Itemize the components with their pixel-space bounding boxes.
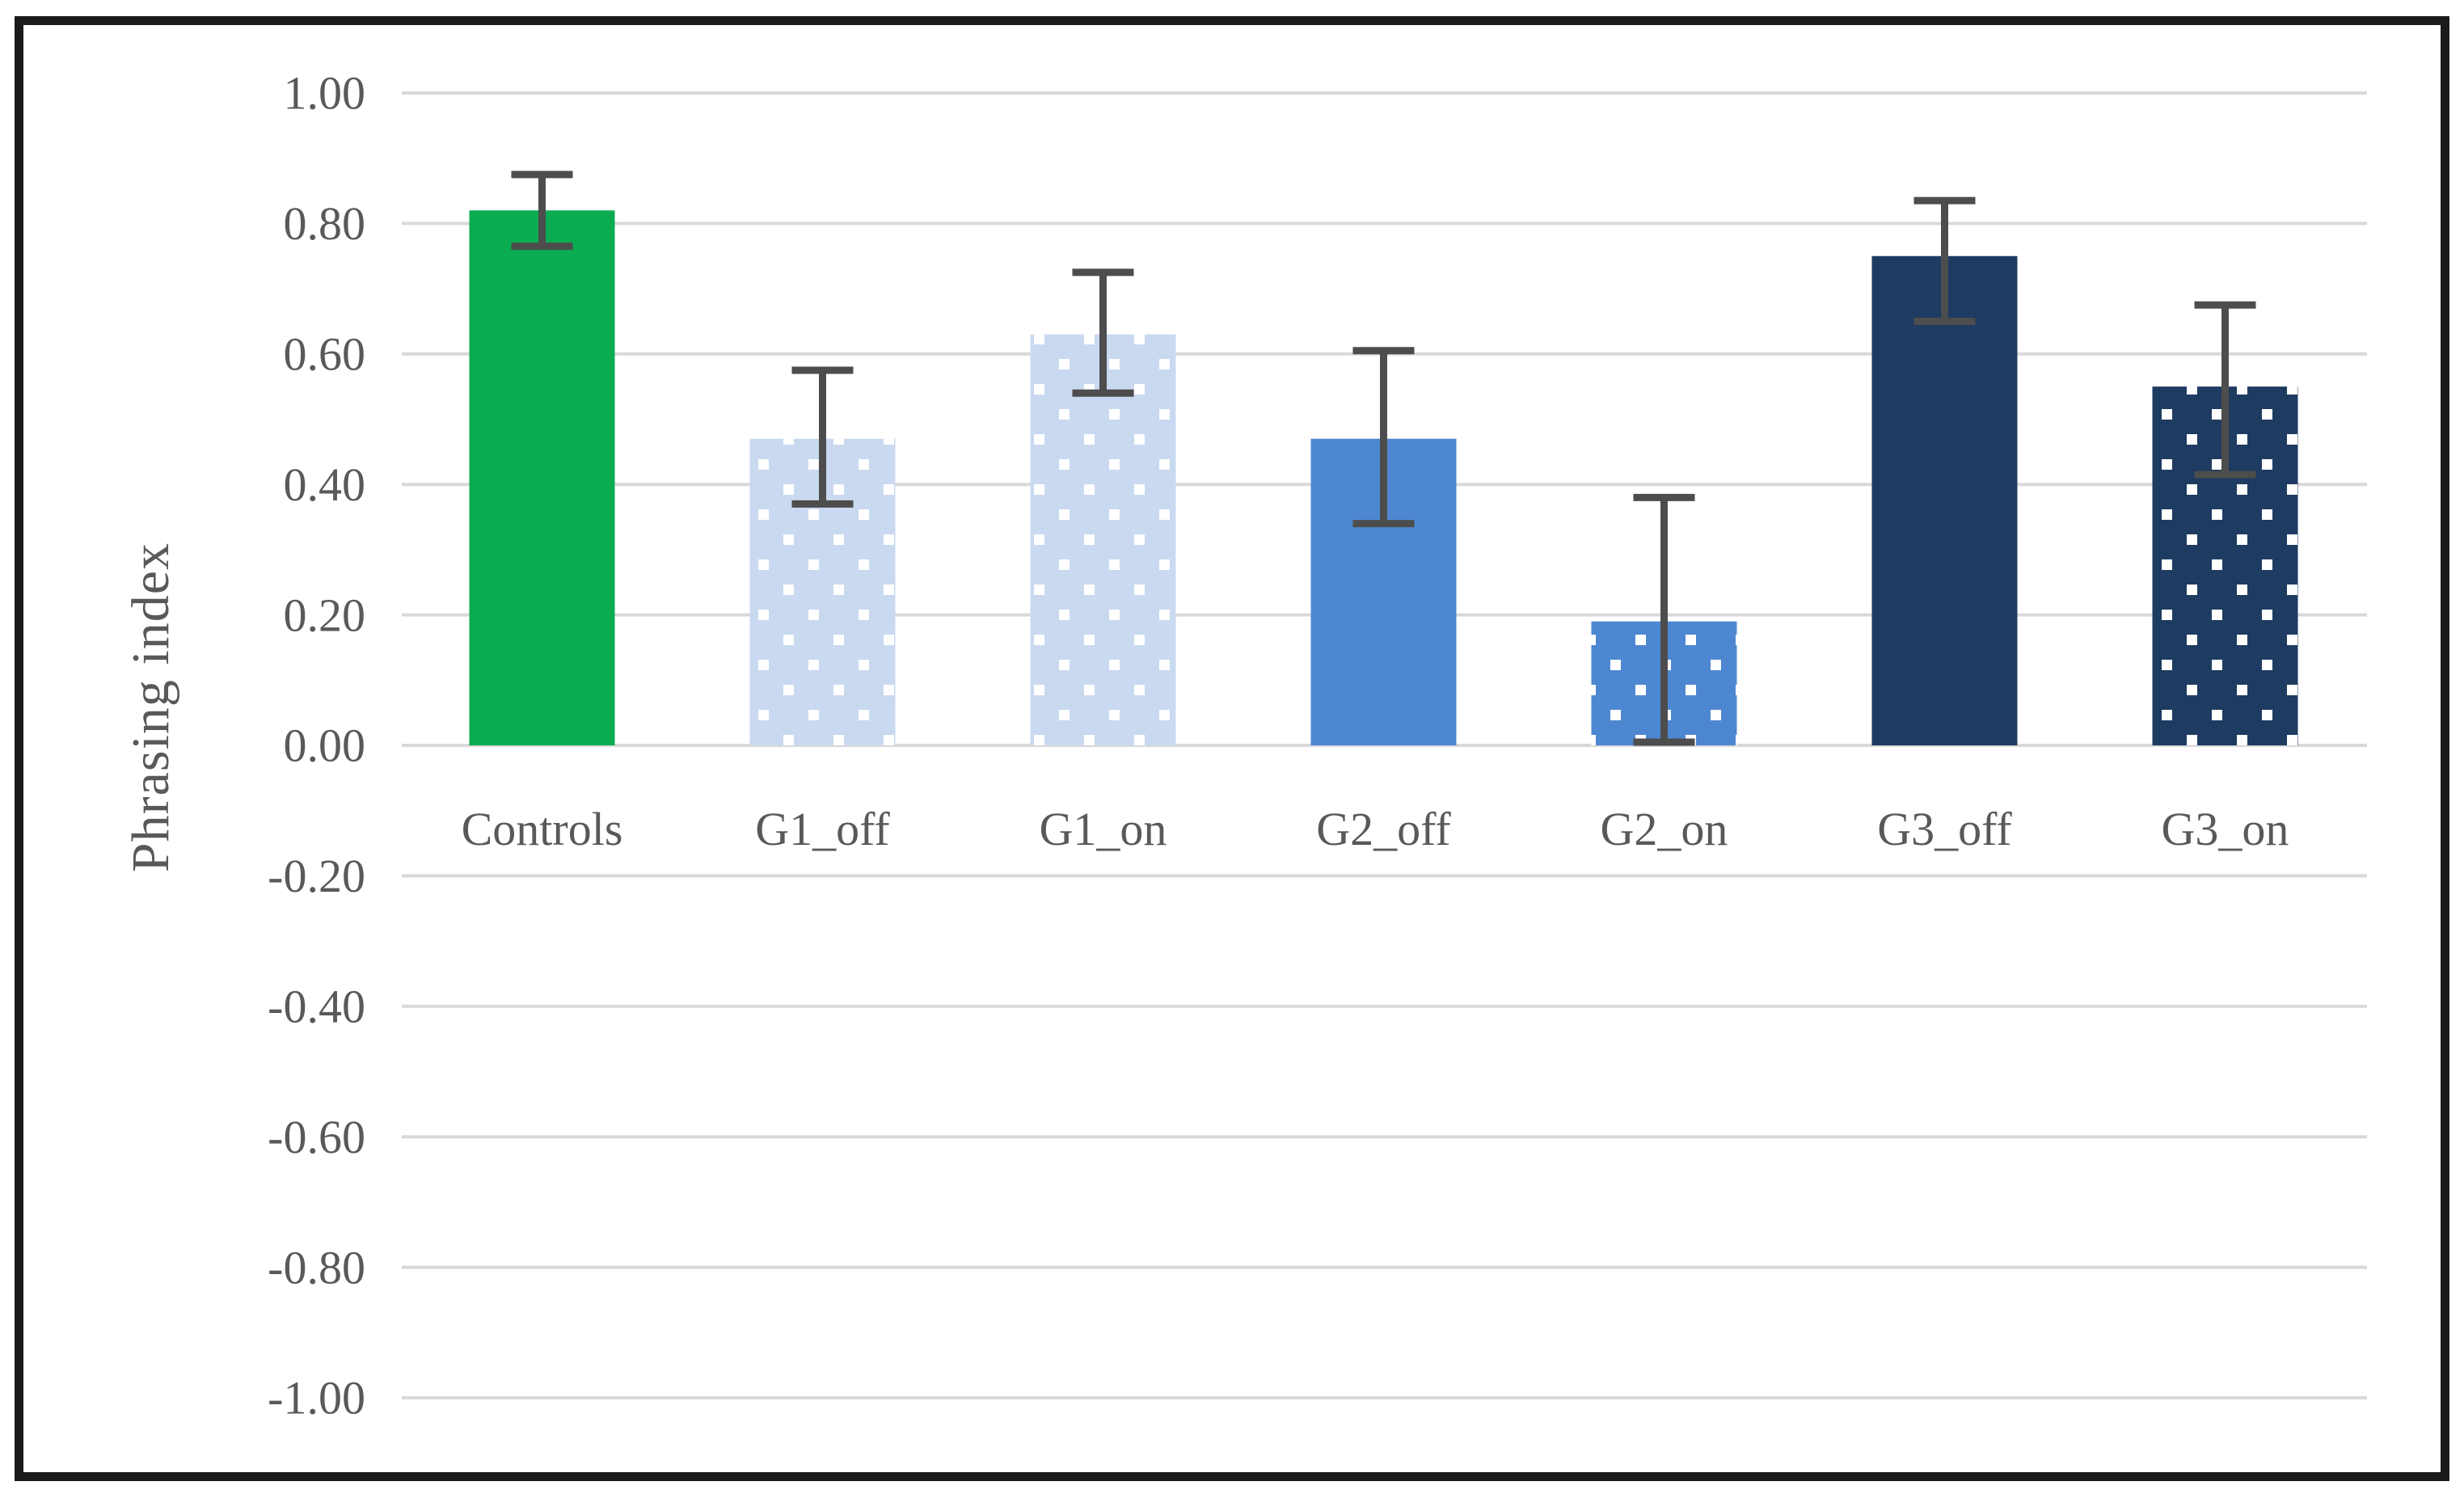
bar-G1_on bbox=[1030, 334, 1176, 745]
category-label-G2_on: G2_on bbox=[1601, 803, 1728, 855]
bar-Controls bbox=[469, 210, 615, 745]
y-tick-label: -1.00 bbox=[268, 1372, 365, 1424]
y-tick-label: 0.60 bbox=[284, 328, 366, 381]
category-label-G3_on: G3_on bbox=[2162, 803, 2289, 855]
error-bar-G1_on bbox=[1072, 268, 1134, 397]
y-tick-label: 0.80 bbox=[284, 197, 366, 250]
bar-chart: 1.00 0.80 0.60 0.40 0.20 0.00 -0.20 -0.40 -0.60 -… bbox=[268, 67, 2367, 1424]
error-bar-G1_off bbox=[791, 366, 854, 508]
error-bar-Controls bbox=[511, 171, 573, 251]
y-tick-label: 0.20 bbox=[284, 589, 366, 641]
y-tick-label: 1.00 bbox=[284, 67, 366, 120]
y-axis-title: Phrasing index bbox=[121, 542, 180, 873]
category-label-G1_off: G1_off bbox=[755, 803, 890, 855]
category-label-G3_off: G3_off bbox=[1877, 803, 2012, 855]
error-bar-G3_off bbox=[1913, 196, 1976, 325]
category-label-G1_on: G1_on bbox=[1040, 803, 1167, 855]
chart-frame: 1.00 0.80 0.60 0.40 0.20 0.00 -0.20 -0.40 -0.60 -… bbox=[15, 16, 2449, 1481]
category-label-Controls: Controls bbox=[462, 803, 623, 855]
error-bar-G3_on bbox=[2194, 301, 2256, 479]
y-tick-label: 0.00 bbox=[284, 720, 366, 772]
y-tick-label: -0.40 bbox=[268, 981, 365, 1033]
y-tick-label: -0.20 bbox=[268, 850, 365, 902]
category-label-G2_off: G2_off bbox=[1316, 803, 1451, 855]
y-tick-label: -0.60 bbox=[268, 1111, 365, 1163]
y-tick-label: 0.40 bbox=[284, 458, 366, 511]
error-bar-G2_on bbox=[1633, 493, 1695, 746]
bar-G3_off bbox=[1871, 255, 2018, 745]
error-bar-G2_off bbox=[1352, 347, 1415, 528]
y-tick-label: -0.80 bbox=[268, 1241, 365, 1294]
